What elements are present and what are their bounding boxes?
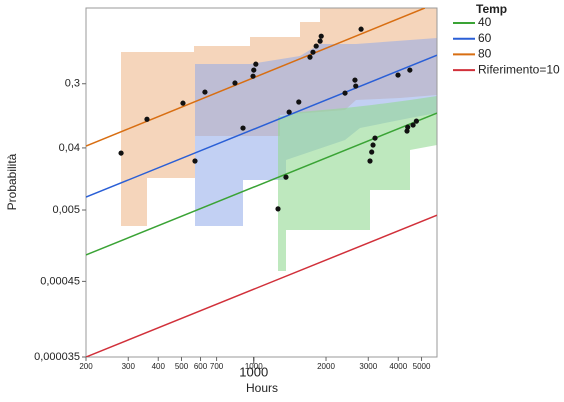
legend-label: Riferimento=10 bbox=[478, 62, 560, 76]
legend-label: 40 bbox=[478, 15, 492, 29]
data-point bbox=[307, 54, 313, 60]
x-tick-label: 1000 bbox=[245, 362, 263, 371]
plot-frame bbox=[85, 7, 438, 358]
data-point bbox=[232, 80, 238, 86]
data-point bbox=[192, 158, 198, 164]
fit-line bbox=[86, 54, 437, 198]
fit-line bbox=[86, 112, 437, 256]
data-point bbox=[358, 26, 364, 32]
x-tick-label: 2000 bbox=[317, 362, 335, 371]
confidence-bands bbox=[121, 8, 437, 271]
x-major-tick-label: 1000 bbox=[239, 364, 268, 379]
data-point bbox=[405, 124, 411, 130]
data-point bbox=[251, 67, 257, 73]
y-tick-label: 0,000035 bbox=[34, 351, 80, 363]
data-point bbox=[118, 150, 124, 156]
data-point bbox=[352, 77, 358, 83]
x-tick-label: 5000 bbox=[413, 362, 431, 371]
data-point bbox=[372, 135, 378, 141]
y-axis-label: Probabilità bbox=[5, 153, 19, 210]
data-point bbox=[286, 109, 292, 115]
data-point bbox=[369, 149, 375, 155]
y-tick-label: 0,005 bbox=[52, 204, 80, 216]
data-point bbox=[144, 116, 150, 122]
x-tick-label: 3000 bbox=[359, 362, 377, 371]
y-tick-label: 0,3 bbox=[65, 78, 80, 90]
legend-label: 60 bbox=[478, 31, 492, 45]
data-point bbox=[318, 33, 324, 39]
data-point bbox=[310, 49, 316, 55]
x-tick-label: 200 bbox=[79, 362, 93, 371]
data-point bbox=[180, 100, 186, 106]
data-point bbox=[313, 43, 319, 49]
x-axis-label: Hours bbox=[246, 381, 278, 395]
data-point bbox=[202, 89, 208, 95]
data-point bbox=[367, 158, 373, 164]
band-40 bbox=[278, 96, 437, 271]
data-point bbox=[283, 174, 289, 180]
fit-line bbox=[86, 214, 437, 357]
data-point bbox=[353, 83, 359, 89]
x-tick-label: 300 bbox=[122, 362, 136, 371]
data-point bbox=[275, 206, 281, 212]
fit-lines bbox=[86, 8, 437, 357]
y-tick-label: 0,04 bbox=[59, 142, 80, 154]
x-tick-label: 600 bbox=[194, 362, 208, 371]
data-point bbox=[407, 67, 413, 73]
x-tick-label: 700 bbox=[210, 362, 224, 371]
data-point bbox=[250, 73, 256, 79]
data-point bbox=[253, 61, 259, 67]
legend-title: Temp bbox=[476, 2, 507, 16]
data-point bbox=[370, 142, 376, 148]
x-tick-label: 500 bbox=[175, 362, 189, 371]
data-point bbox=[296, 99, 302, 105]
data-point bbox=[395, 72, 401, 78]
data-point bbox=[342, 90, 348, 96]
data-point bbox=[240, 125, 246, 131]
data-point bbox=[413, 118, 420, 124]
legend-label: 80 bbox=[478, 47, 492, 61]
x-tick-label: 4000 bbox=[389, 362, 407, 371]
x-tick-label: 400 bbox=[152, 362, 166, 371]
data-point bbox=[404, 128, 410, 134]
y-tick-label: 0,00045 bbox=[40, 275, 80, 287]
data-point bbox=[410, 122, 416, 128]
data-point bbox=[317, 38, 323, 44]
